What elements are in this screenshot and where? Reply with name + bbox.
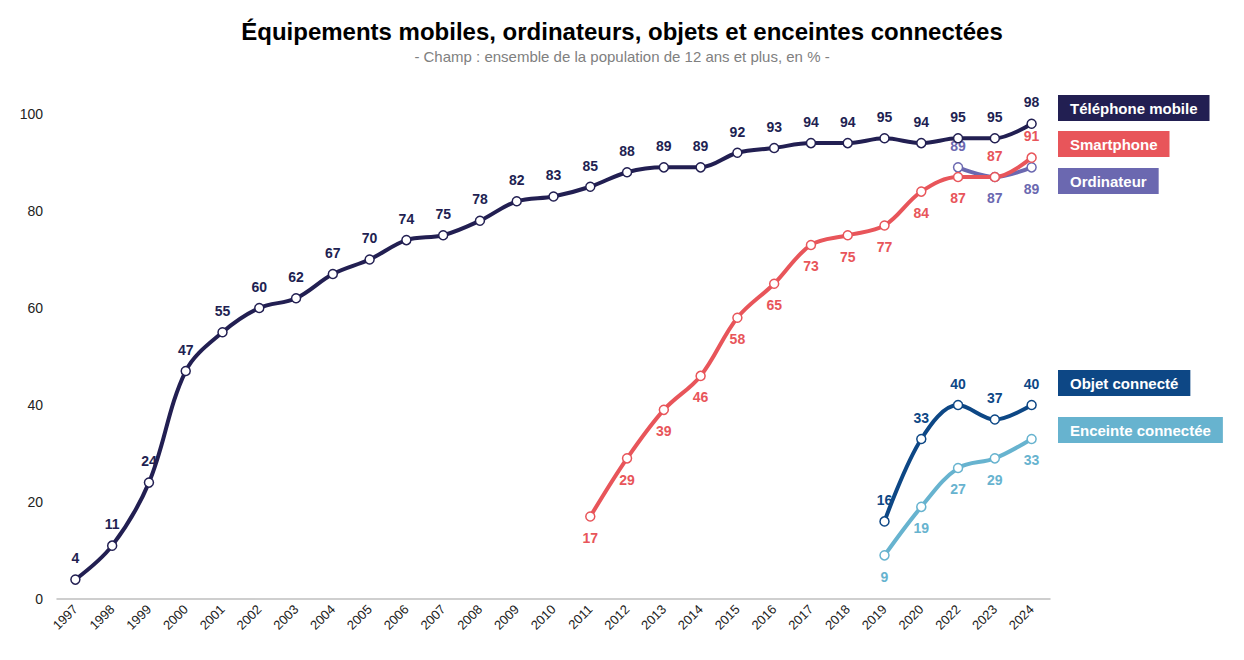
svg-text:20: 20: [27, 494, 43, 510]
svg-text:98: 98: [1024, 94, 1040, 110]
svg-text:Équipements mobiles, ordinateu: Équipements mobiles, ordinateurs, objets…: [241, 18, 1003, 45]
svg-text:2009: 2009: [491, 602, 522, 633]
svg-text:2011: 2011: [565, 602, 595, 632]
svg-text:87: 87: [987, 190, 1003, 206]
svg-text:75: 75: [435, 206, 451, 222]
svg-text:37: 37: [987, 390, 1003, 406]
svg-text:2002: 2002: [234, 602, 265, 633]
svg-text:85: 85: [582, 158, 598, 174]
svg-text:80: 80: [27, 203, 43, 219]
svg-text:1999: 1999: [123, 602, 154, 633]
svg-text:83: 83: [546, 167, 562, 183]
svg-text:11: 11: [105, 516, 120, 532]
svg-text:95: 95: [987, 109, 1003, 125]
svg-text:89: 89: [950, 138, 966, 155]
svg-text:33: 33: [1024, 452, 1040, 468]
svg-text:94: 94: [803, 114, 819, 130]
svg-text:2016: 2016: [748, 602, 779, 633]
svg-text:88: 88: [619, 143, 635, 159]
svg-text:33: 33: [913, 410, 929, 426]
svg-text:- Champ : ensemble de la popul: - Champ : ensemble de la population de 1…: [414, 48, 829, 65]
svg-text:46: 46: [693, 389, 709, 405]
svg-text:94: 94: [840, 114, 856, 130]
svg-text:2014: 2014: [675, 602, 706, 633]
svg-text:Enceinte connectée: Enceinte connectée: [1070, 422, 1211, 439]
svg-text:89: 89: [693, 138, 709, 154]
svg-text:84: 84: [913, 205, 929, 221]
svg-text:74: 74: [399, 211, 415, 227]
svg-text:73: 73: [803, 258, 819, 274]
svg-text:82: 82: [509, 172, 525, 188]
svg-text:95: 95: [877, 109, 893, 125]
svg-text:Téléphone mobile: Téléphone mobile: [1070, 100, 1198, 117]
svg-text:47: 47: [178, 342, 194, 358]
svg-text:2007: 2007: [417, 602, 448, 633]
svg-text:29: 29: [619, 472, 635, 488]
svg-text:27: 27: [950, 481, 966, 497]
svg-text:87: 87: [950, 190, 966, 206]
svg-text:60: 60: [251, 279, 267, 295]
svg-text:92: 92: [730, 124, 746, 140]
svg-text:65: 65: [766, 297, 782, 313]
svg-text:0: 0: [35, 591, 43, 607]
svg-text:39: 39: [656, 423, 672, 439]
svg-text:2024: 2024: [1006, 602, 1037, 633]
svg-text:4: 4: [71, 550, 79, 566]
svg-text:2018: 2018: [822, 602, 853, 633]
svg-text:2020: 2020: [896, 602, 927, 633]
svg-text:77: 77: [877, 239, 893, 255]
svg-text:2008: 2008: [454, 602, 485, 633]
svg-text:93: 93: [766, 119, 782, 135]
svg-text:60: 60: [27, 300, 43, 316]
svg-text:17: 17: [582, 530, 598, 546]
svg-text:2015: 2015: [712, 602, 743, 633]
svg-text:Objet connecté: Objet connecté: [1070, 375, 1178, 392]
svg-text:2013: 2013: [638, 602, 669, 633]
svg-text:89: 89: [656, 138, 672, 154]
svg-text:75: 75: [840, 249, 856, 265]
svg-text:40: 40: [27, 397, 43, 413]
svg-text:95: 95: [950, 109, 966, 125]
svg-text:40: 40: [950, 376, 966, 392]
svg-text:24: 24: [141, 453, 157, 469]
svg-text:78: 78: [472, 191, 488, 207]
svg-text:58: 58: [730, 331, 746, 347]
svg-text:2006: 2006: [381, 602, 412, 633]
svg-text:40: 40: [1024, 376, 1040, 392]
svg-text:2003: 2003: [270, 602, 301, 633]
svg-text:2010: 2010: [528, 602, 559, 633]
svg-text:87: 87: [987, 148, 1003, 164]
svg-text:67: 67: [325, 245, 341, 261]
svg-text:2023: 2023: [969, 602, 1000, 633]
svg-text:2004: 2004: [307, 602, 338, 633]
svg-text:55: 55: [215, 303, 231, 319]
svg-text:1998: 1998: [86, 602, 117, 633]
svg-text:2019: 2019: [859, 602, 890, 633]
svg-text:Smartphone: Smartphone: [1070, 136, 1158, 153]
svg-text:2005: 2005: [344, 602, 375, 633]
svg-text:94: 94: [913, 114, 929, 130]
svg-text:9: 9: [881, 569, 889, 585]
svg-text:2012: 2012: [601, 602, 632, 633]
svg-text:29: 29: [987, 472, 1003, 488]
svg-text:2001: 2001: [197, 602, 228, 633]
svg-text:19: 19: [913, 520, 929, 536]
svg-text:1997: 1997: [50, 602, 81, 633]
svg-text:89: 89: [1024, 181, 1040, 197]
svg-text:2017: 2017: [785, 602, 816, 633]
svg-text:62: 62: [288, 269, 304, 285]
svg-text:91: 91: [1024, 128, 1040, 144]
svg-text:70: 70: [362, 230, 378, 246]
svg-text:16: 16: [877, 492, 893, 508]
svg-text:2022: 2022: [932, 602, 963, 633]
svg-text:Ordinateur: Ordinateur: [1070, 173, 1147, 190]
svg-text:2000: 2000: [160, 602, 191, 633]
svg-text:100: 100: [20, 106, 44, 122]
